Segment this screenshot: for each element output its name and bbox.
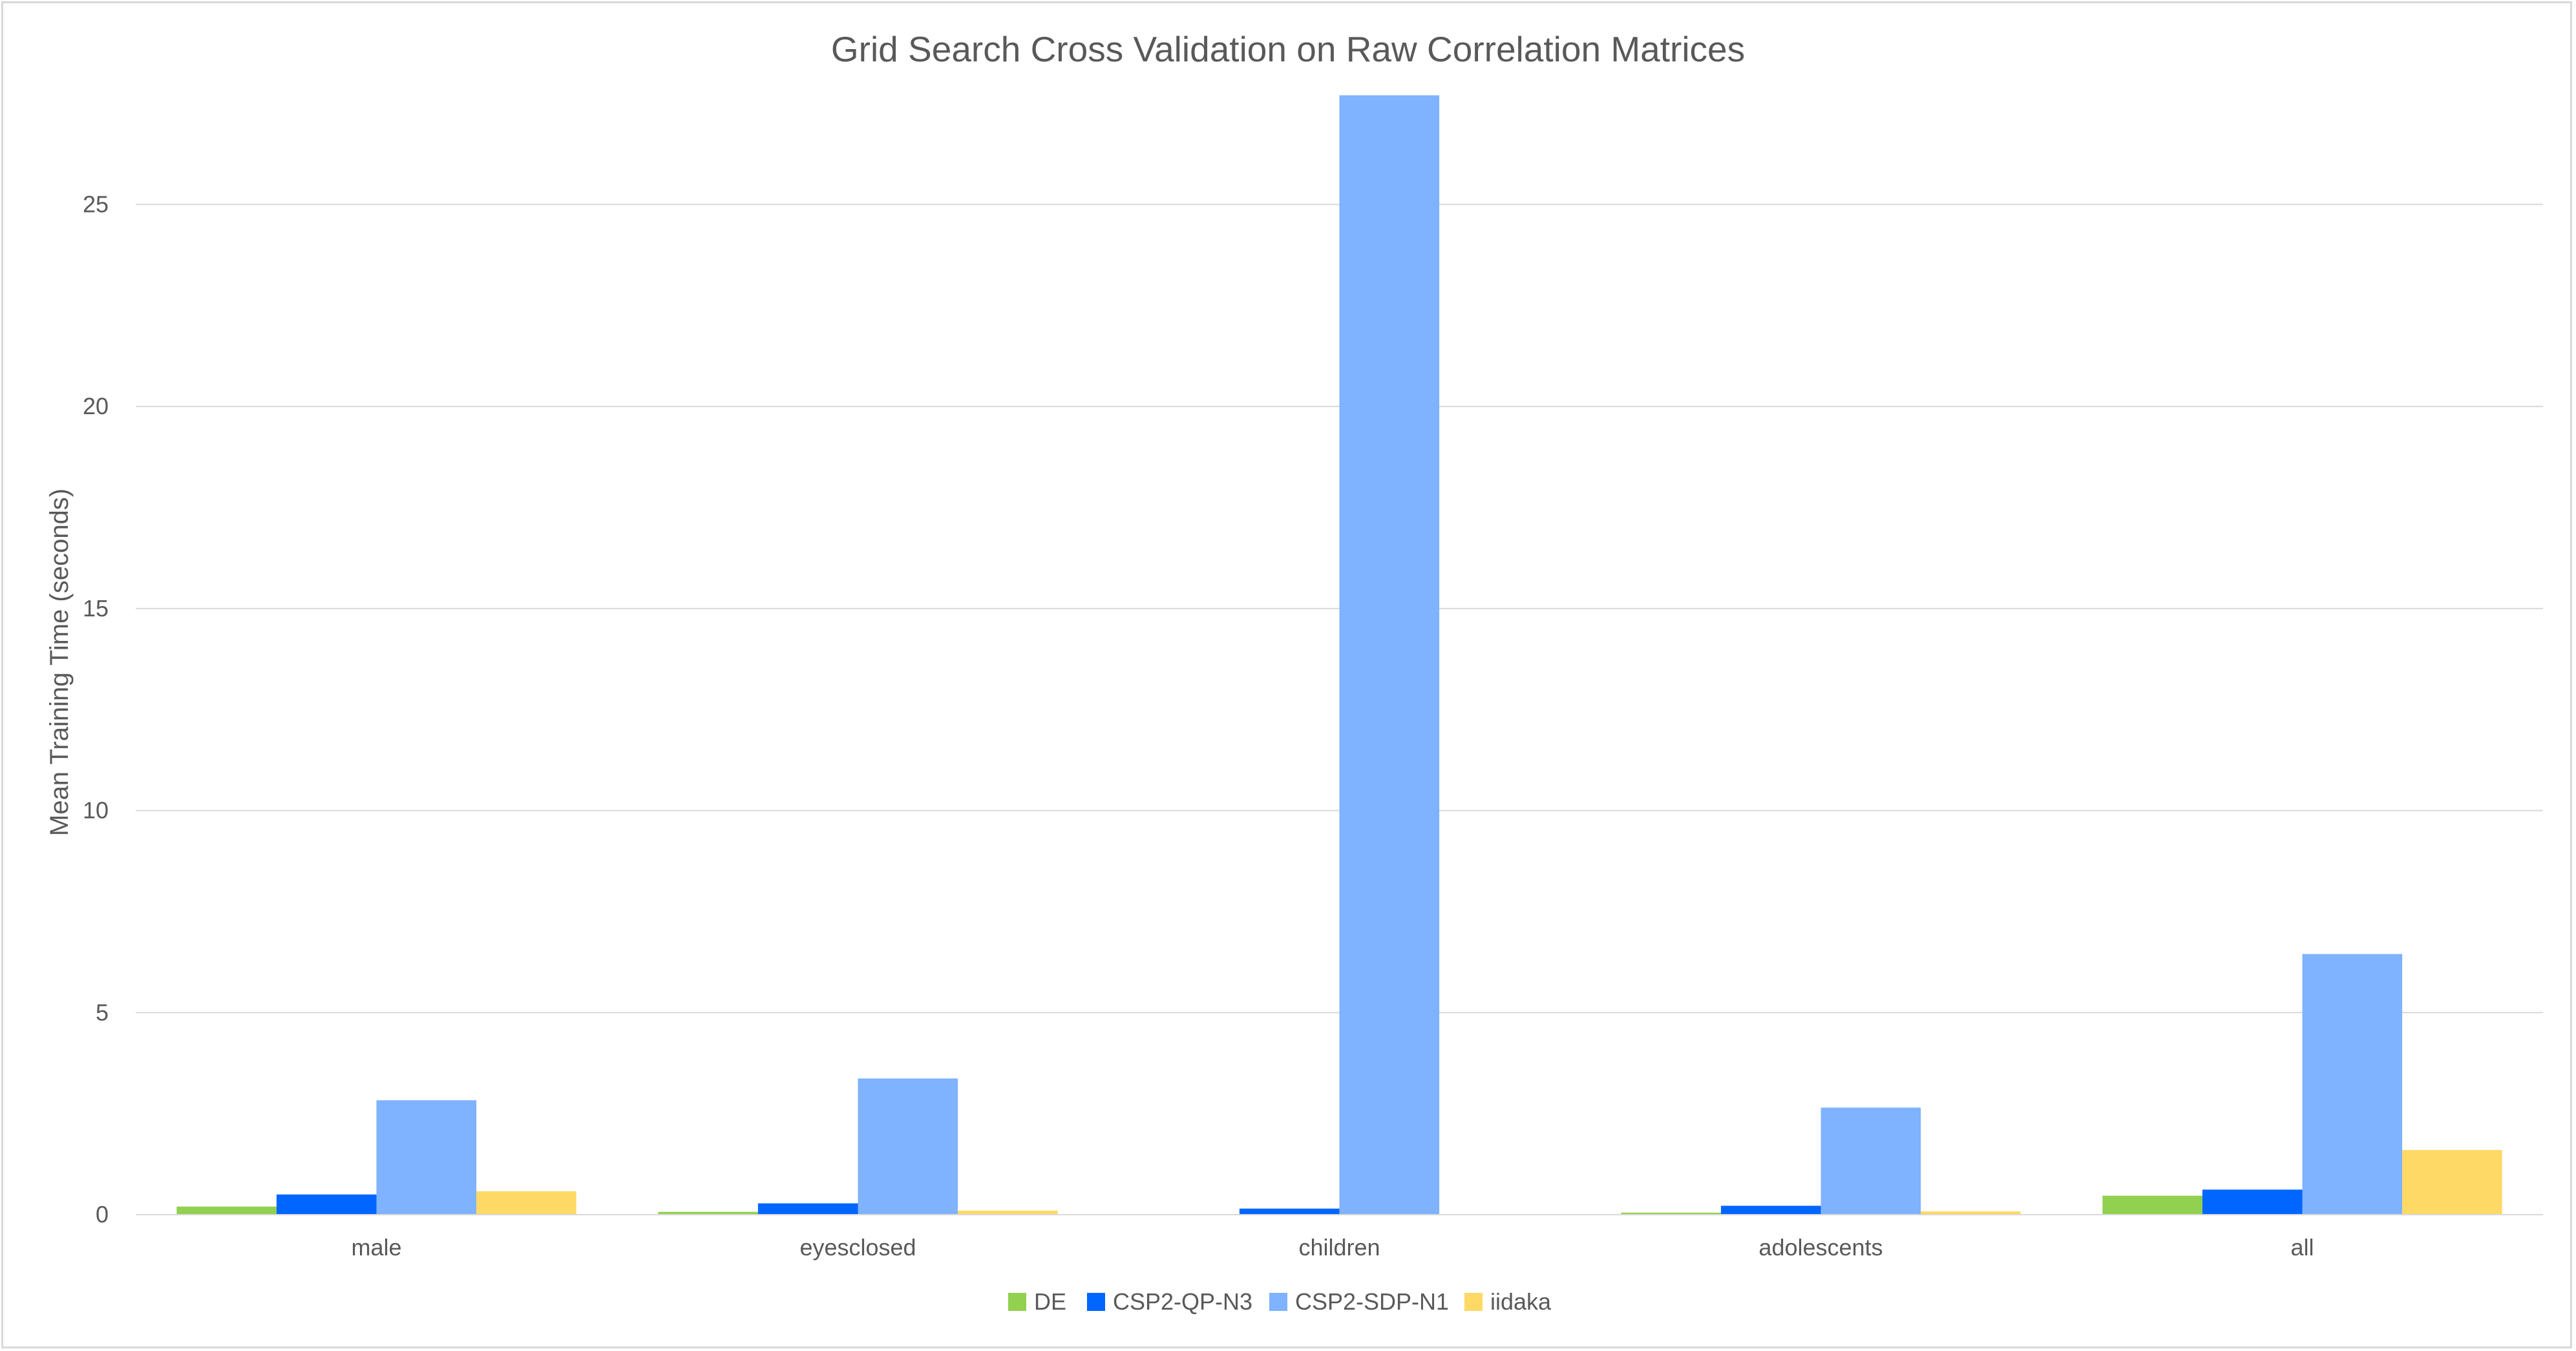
bar <box>2402 1149 2502 1215</box>
y-tick-label: 10 <box>83 797 109 824</box>
legend-label: CSP2-SDP-N1 <box>1295 1288 1449 1315</box>
y-axis-title: Mean Training Time (seconds) <box>45 488 74 836</box>
bar <box>176 1206 277 1215</box>
bar <box>1621 1212 1721 1215</box>
y-tick-label: 25 <box>83 191 109 217</box>
legend-label: CSP2-QP-N3 <box>1113 1288 1252 1315</box>
bar <box>958 1210 1058 1215</box>
bar <box>1239 1208 1340 1215</box>
bar <box>1921 1211 2021 1215</box>
legend-item: DE <box>1008 1288 1066 1315</box>
axes: 0 5 10 15 20 25 male eyesclosed children adolesce… <box>83 191 2543 1261</box>
bar <box>2102 1195 2202 1215</box>
legend-swatch <box>1464 1293 1483 1311</box>
x-tick-label: all <box>2290 1234 2314 1261</box>
bar <box>1821 1107 1921 1215</box>
legend-item: iidaka <box>1464 1288 1552 1315</box>
legend: DE CSP2-QP-N3 CSP2-SDP-N1 iidaka <box>1008 1288 1552 1315</box>
bar <box>858 1078 958 1215</box>
bar <box>658 1211 758 1215</box>
bar <box>376 1100 477 1215</box>
bars <box>176 95 2502 1215</box>
legend-label: DE <box>1034 1288 1066 1315</box>
bar <box>757 1203 858 1215</box>
legend-swatch <box>1087 1293 1105 1311</box>
x-tick-label: adolescents <box>1758 1234 1883 1261</box>
bar <box>1720 1206 1821 1215</box>
chart-title: Grid Search Cross Validation on Raw Corr… <box>831 29 1745 69</box>
y-tick-label: 15 <box>83 595 109 622</box>
bar <box>2302 954 2403 1215</box>
x-tick-label: male <box>351 1234 401 1261</box>
legend-swatch <box>1008 1293 1026 1311</box>
legend-item: CSP2-QP-N3 <box>1087 1288 1252 1315</box>
bar <box>1339 95 1440 1215</box>
legend-swatch <box>1269 1293 1287 1311</box>
bar <box>476 1191 576 1215</box>
legend-item: CSP2-SDP-N1 <box>1269 1288 1449 1315</box>
y-tick-label: 0 <box>96 1201 109 1228</box>
x-tick-label: children <box>1298 1234 1380 1261</box>
bar <box>276 1194 377 1215</box>
legend-label: iidaka <box>1490 1288 1552 1315</box>
y-tick-label: 5 <box>96 999 109 1025</box>
y-tick-label: 20 <box>83 393 109 419</box>
x-tick-label: eyesclosed <box>799 1234 916 1261</box>
bar <box>2202 1189 2303 1215</box>
